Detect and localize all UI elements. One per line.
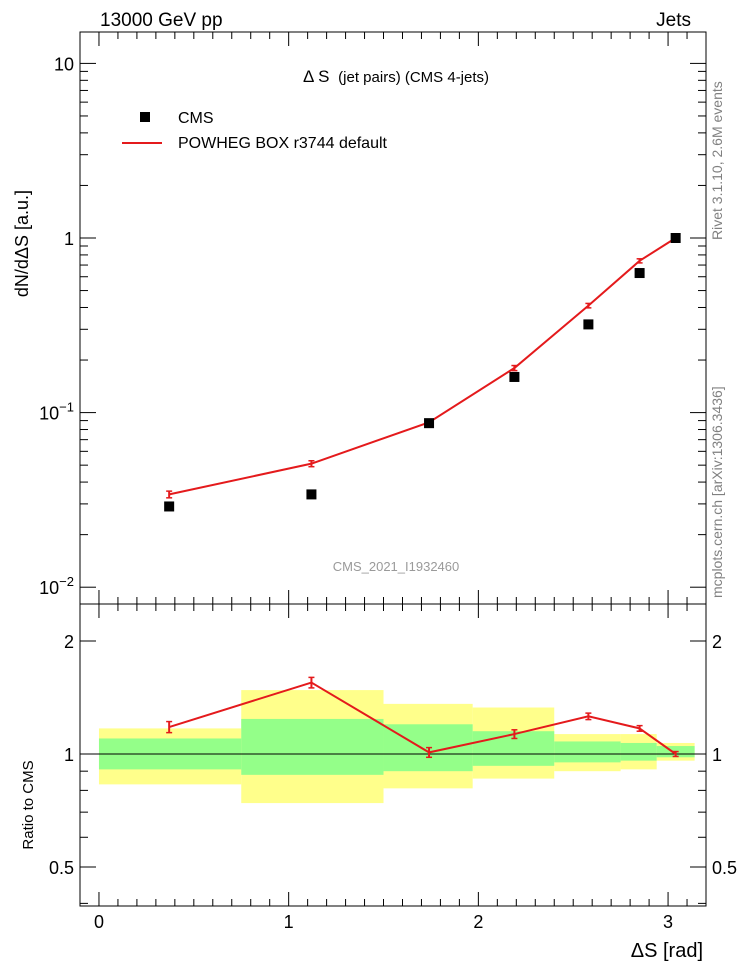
cms-point (424, 418, 435, 429)
ratio-panel (80, 604, 706, 906)
y-tick-label: 1 (64, 229, 74, 249)
x-tick-label: 2 (473, 912, 483, 932)
ratio-ytick-label-right: 1 (712, 745, 722, 765)
y-tick-label: 10−1 (39, 400, 74, 424)
ratio-ylabel: Ratio to CMS (20, 760, 37, 849)
ratio-band-inner (554, 741, 621, 763)
analysis-watermark: CMS_2021_I1932460 (333, 559, 460, 574)
main-frame (79, 31, 707, 605)
legend: CMS POWHEG BOX r3744 default (122, 110, 388, 152)
main-ylabel: dN/dΔS [a.u.] (12, 190, 32, 297)
main-panel (80, 32, 706, 604)
x-axis-label: ΔS [rad] (631, 940, 703, 962)
cms-point (306, 489, 317, 500)
y-tick-label: 10−2 (39, 574, 74, 598)
x-tick-label: 1 (284, 912, 294, 932)
cms-point (509, 371, 520, 382)
ratio-ytick-label-right: 0.5 (712, 858, 737, 878)
legend-cms-marker (140, 112, 150, 122)
powheg-line (168, 237, 677, 496)
title-main: Δ S (303, 67, 329, 86)
rivet-label: Rivet 3.1.10, 2.6M events (709, 81, 725, 240)
main-title: Δ S (jet pairs) (CMS 4-jets) (303, 67, 489, 86)
ratio-ytick-label: 2 (64, 632, 74, 652)
header-right: Jets (656, 10, 691, 31)
ratio-band-inner (241, 718, 384, 775)
header-left: 13000 GeV pp (100, 10, 223, 31)
cms-point (164, 501, 175, 512)
ratio-frame (79, 603, 707, 907)
cms-point (583, 319, 594, 330)
x-tick-label: 0 (94, 912, 104, 932)
x-tick-label: 3 (663, 912, 673, 932)
title-sub: (jet pairs) (CMS 4-jets) (338, 69, 489, 86)
cms-point (634, 268, 645, 279)
legend-powheg-label: POWHEG BOX r3744 default (178, 135, 388, 152)
y-tick-label: 10 (54, 54, 74, 74)
ratio-band-inner (620, 742, 657, 761)
cms-point (670, 233, 681, 243)
mcplots-label: mcplots.cern.ch [arXiv:1306.3436] (709, 386, 725, 598)
ratio-ytick-label: 0.5 (49, 858, 74, 878)
ratio-ytick-label-right: 2 (712, 632, 722, 652)
ratio-ytick-label: 1 (64, 745, 74, 765)
legend-cms-label: CMS (178, 110, 214, 127)
